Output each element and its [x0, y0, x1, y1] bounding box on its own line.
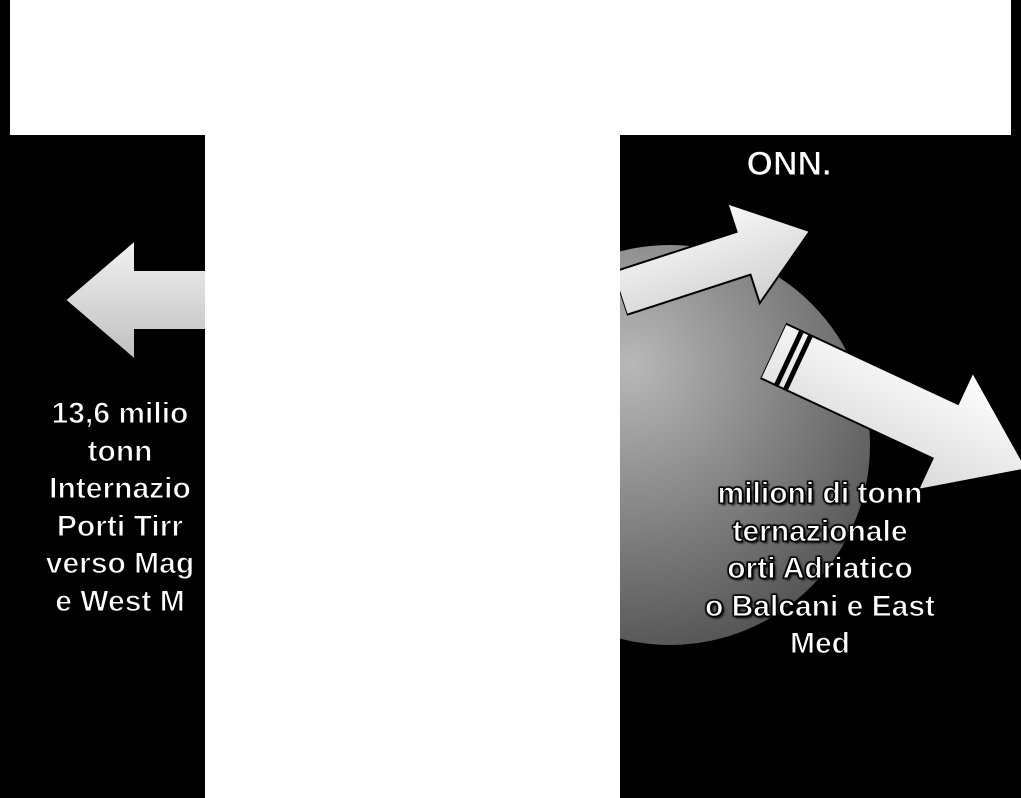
right-line3: orti Adriatico — [727, 552, 913, 585]
top-right-line1: ONN. — [747, 145, 832, 183]
left-line2: tonn — [88, 435, 153, 468]
right-line1: milioni di tonn — [718, 477, 923, 510]
top-right-caption: ONN. — [619, 143, 959, 186]
right-line2: ternazionale — [732, 515, 907, 548]
left-line4: Porti Tirr — [57, 510, 183, 543]
left-line1: 13,6 milio — [52, 397, 189, 430]
left-caption: 13,6 milio tonn Internazio Porti Tirr ve… — [0, 395, 240, 620]
left-line6: e West M — [55, 585, 184, 618]
right-line5: Med — [790, 627, 850, 660]
right-caption: milioni di tonn ternazionale orti Adriat… — [620, 475, 1020, 663]
left-line5: verso Mag — [46, 547, 194, 580]
left-line3: Internazio — [49, 472, 191, 505]
right-line4: o Balcani e East — [705, 590, 935, 623]
t-shape-vertical-overlay — [205, 0, 620, 798]
